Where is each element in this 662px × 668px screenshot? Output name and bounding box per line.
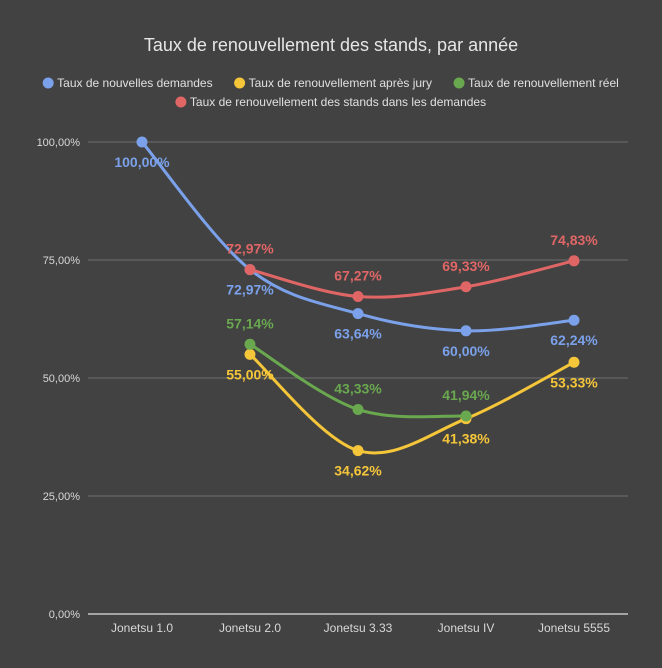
- data-label: 43,33%: [334, 380, 382, 396]
- data-point: [352, 290, 364, 302]
- data-point: [352, 445, 364, 457]
- data-point: [568, 356, 580, 368]
- legend-item: Taux de renouvellement après jury: [234, 76, 432, 90]
- legend: Taux de nouvelles demandes Taux de renouv…: [42, 76, 619, 109]
- data-label: 41,94%: [442, 387, 490, 403]
- series-line: [248, 352, 576, 455]
- x-tick-label: Jonetsu 1.0: [111, 621, 173, 635]
- data-point: [460, 410, 472, 422]
- x-tick-label: Jonetsu IV: [438, 621, 495, 635]
- legend-marker: [42, 77, 54, 89]
- y-axis-ticks: 0,00% 25,00% 50,00% 75,00% 100,00%: [37, 137, 81, 621]
- legend-item: Taux de nouvelles demandes: [42, 76, 213, 90]
- data-point: [568, 255, 580, 267]
- series-points: [136, 136, 580, 457]
- y-tick-label: 75,00%: [43, 255, 81, 267]
- data-label: 41,38%: [442, 431, 490, 447]
- data-label: 55,00%: [226, 366, 274, 382]
- data-label: 60,00%: [442, 343, 490, 359]
- y-tick-label: 100,00%: [37, 137, 81, 149]
- data-label: 34,62%: [334, 463, 382, 479]
- data-point: [136, 136, 148, 148]
- data-label: 57,14%: [226, 315, 274, 331]
- legend-label: Taux de renouvellement des stands dans l…: [190, 95, 486, 109]
- data-label: 74,83%: [550, 232, 598, 248]
- data-point: [244, 348, 256, 360]
- legend-item: Taux de renouvellement des stands dans l…: [175, 95, 486, 109]
- legend-item: Taux de renouvellement réel: [453, 76, 619, 90]
- legend-label: Taux de nouvelles demandes: [57, 76, 212, 90]
- legend-marker: [453, 77, 465, 89]
- data-label: 63,64%: [334, 326, 382, 342]
- y-tick-label: 0,00%: [49, 609, 80, 621]
- y-tick-label: 25,00%: [43, 491, 81, 503]
- gridlines: [88, 141, 628, 615]
- data-point: [244, 338, 256, 350]
- x-tick-label: Jonetsu 2.0: [219, 621, 281, 635]
- legend-label: Taux de renouvellement réel: [468, 76, 619, 90]
- data-label: 100,00%: [114, 154, 170, 170]
- series-line: [248, 259, 576, 299]
- data-point: [244, 264, 256, 276]
- data-labels: 100,00% 72,97% 63,64% 60,00% 62,24% 55,00% 34,…: [114, 154, 598, 479]
- data-point: [460, 281, 472, 293]
- chart-title: Taux de renouvellement des stands, par a…: [144, 35, 518, 55]
- legend-marker: [175, 96, 187, 108]
- legend-marker: [234, 77, 246, 89]
- data-label: 53,33%: [550, 374, 598, 390]
- data-label: 72,97%: [226, 241, 274, 257]
- data-label: 69,33%: [442, 258, 490, 274]
- x-axis-ticks: Jonetsu 1.0 Jonetsu 2.0 Jonetsu 3.33 Jonets…: [111, 621, 610, 635]
- series-line: [140, 140, 576, 333]
- y-tick-label: 50,00%: [43, 373, 81, 385]
- data-point: [460, 325, 472, 337]
- data-point: [568, 314, 580, 326]
- data-point: [352, 403, 364, 415]
- x-tick-label: Jonetsu 5555: [538, 621, 610, 635]
- legend-label: Taux de renouvellement après jury: [249, 76, 432, 90]
- data-point: [352, 308, 364, 320]
- data-label: 72,97%: [226, 282, 274, 298]
- data-label: 62,24%: [550, 332, 598, 348]
- x-tick-label: Jonetsu 3.33: [324, 621, 393, 635]
- data-label: 67,27%: [334, 267, 382, 283]
